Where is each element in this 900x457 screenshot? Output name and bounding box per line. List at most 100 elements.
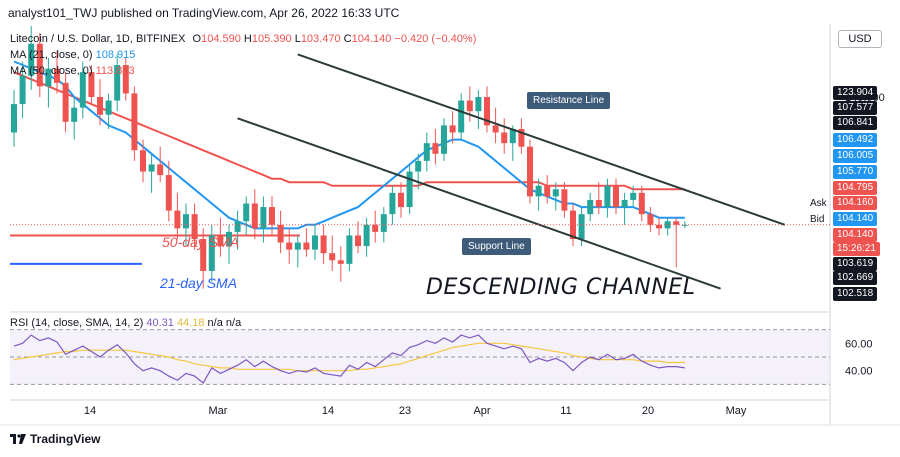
price-axis-pill: 15:26:21 [833,242,880,256]
price-axis-pill: 107.577 [833,101,878,115]
candle-body [28,43,35,76]
rsi-label: RSI (14, close, SMA, 14, 2) [10,317,144,329]
price-axis-pill: 102.669 [833,271,878,285]
candle-body [415,160,422,172]
candle-body [604,185,611,208]
candle-body [630,192,637,200]
time-tick-label: 11 [560,405,571,417]
rsi-legend[interactable]: RSI (14, close, SMA, 14, 2) 40.31 44.18 … [10,317,241,329]
candle-body [45,68,52,87]
price-axis-pill: 104.140 [833,228,878,242]
brand-name: TradingView [30,432,101,446]
ma50-value: 113.843 [95,65,135,77]
sma50-label: 50-day SMA [162,234,240,250]
resistance-line [297,53,786,226]
candle-body [544,185,551,197]
candle-body [79,72,86,108]
candle-body [312,235,318,250]
candle-body [552,189,559,197]
price-axis-pill: 106.492 [833,133,878,147]
candle-body [294,242,301,250]
candle-body [372,224,379,232]
candle-body [527,146,533,197]
price-axis-pill: 104.795 [833,181,878,195]
candle-body [578,214,585,239]
candle-body [183,214,189,229]
candle-body [208,235,215,271]
close-label: C [343,33,352,45]
time-tick-label: 20 [642,405,654,417]
support-line [237,117,721,290]
candle-body [595,199,602,208]
low-label: L [294,33,301,45]
candle-body [501,132,508,144]
high-value: 105.390 [251,33,292,45]
ma50-legend[interactable]: MA (50, close, 0) 113.843 [10,65,135,77]
open-value: 104.590 [201,33,241,45]
candle-body [398,192,404,208]
rsi-line [13,334,685,384]
price-axis-pill: 104.140 [833,212,878,226]
support-line-label: Support Line [462,238,531,255]
candle-body [449,125,456,133]
candle-body [105,100,112,115]
publish-text: analyst101_TWJ published on TradingView.… [8,6,400,20]
candle-body [122,65,129,94]
change-value: −0.420 (−0.40%) [394,33,477,45]
rsi-sma-line [13,342,685,372]
candle-body [638,192,645,215]
candle-body [62,82,69,122]
candle-body [423,143,430,161]
candle-body [441,125,447,154]
candle-body [647,214,654,225]
candle-body [475,97,482,112]
rsi-na-1: n/a [207,317,223,329]
price-axis-pill: 105.770 [833,165,878,179]
rsi-sma-value: 44.18 [176,317,205,329]
candle-body [11,104,17,133]
ma21-value: 108.915 [95,49,136,61]
resistance-line-label: Resistance Line [527,92,611,109]
candle-body [234,221,241,232]
time-tick-label: May [726,405,747,417]
rsi-tick-label: 60.00 [845,338,873,350]
candle-body [303,242,310,250]
price-axis-pill: 104.160 [833,196,878,210]
rsi-na-2: n/a [225,317,242,329]
price-axis-pill: 102.518 [833,287,878,301]
ma21-legend[interactable]: MA (21, close, 0) 108.915 [10,49,135,61]
candle-body [389,192,396,215]
candle-body [346,235,353,264]
price-axis-pill: 106.841 [833,116,878,130]
candle-body [243,203,250,222]
candle-body [466,100,473,112]
candle-body [320,235,327,254]
candle-body [71,107,78,122]
tradingview-logo[interactable]: TradingView [10,432,100,446]
ma50-series-line [13,71,685,191]
candle-body [587,199,594,215]
candle-body [36,43,43,87]
publish-header: analyst101_TWJ published on TradingView.… [0,0,900,24]
currency-button[interactable]: USD [838,30,882,48]
candle-body [492,125,499,133]
candle-body [355,235,361,247]
low-value: 103.470 [300,33,341,45]
tradingview-logo-icon [10,434,26,444]
symbol-title[interactable]: Litecoin / U.S. Dollar, 1D, BITFINEX [10,33,186,45]
descending-channel-label: DESCENDING CHANNEL [426,275,696,300]
open-label: O [192,33,202,45]
sma21-label: 21-day SMA [160,275,238,291]
candle-body [656,224,662,229]
candle-body [148,164,155,172]
candle-body [329,253,336,261]
candle-body [406,171,413,208]
time-tick-label: 14 [84,405,96,417]
candle-body [54,68,60,83]
ohlc-legend: Litecoin / U.S. Dollar, 1D, BITFINEX O10… [10,33,476,45]
high-label: H [243,33,252,45]
candle-body [570,210,576,239]
candle-body [165,175,172,211]
candle-body [200,239,207,271]
